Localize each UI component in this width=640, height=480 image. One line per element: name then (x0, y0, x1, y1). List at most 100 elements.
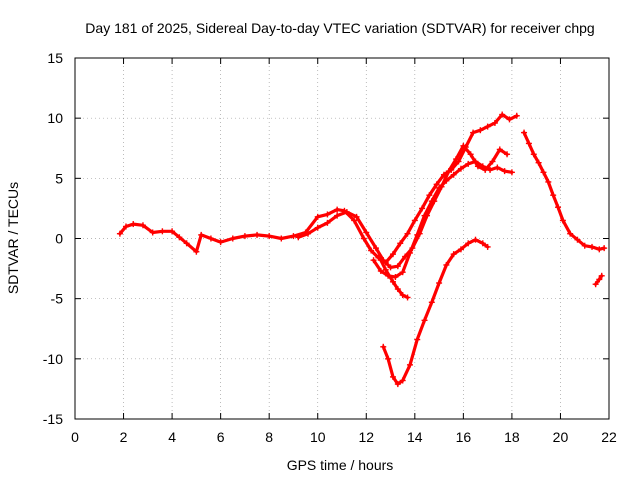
data-point (601, 245, 608, 252)
series-trace-7 (592, 272, 605, 288)
data-point (278, 235, 285, 242)
x-tick-label: 2 (120, 429, 128, 445)
data-point (596, 246, 603, 253)
data-point (436, 184, 443, 191)
data-point (406, 249, 413, 256)
data-point (404, 230, 411, 237)
data-point (305, 230, 312, 237)
data-point (169, 228, 176, 235)
grid-lines (75, 58, 609, 419)
series-trace-3 (370, 158, 515, 281)
data-point (414, 336, 421, 343)
data-point (457, 246, 464, 253)
data-point (525, 140, 532, 147)
x-tick-label: 20 (553, 429, 569, 445)
data-point (266, 233, 273, 240)
data-point (470, 129, 477, 136)
data-point (445, 168, 452, 175)
data-point (596, 276, 603, 283)
plot-frame (74, 57, 610, 420)
data-point (290, 233, 297, 240)
data-point (139, 222, 146, 229)
y-tick-label: 0 (55, 231, 63, 247)
data-point (484, 123, 491, 130)
data-point (360, 235, 367, 242)
data-point (465, 160, 472, 167)
data-point (540, 169, 547, 176)
series-line (381, 238, 490, 386)
x-tick-label: 16 (456, 429, 472, 445)
data-point (399, 292, 406, 299)
data-point (122, 223, 129, 230)
series-line (118, 112, 519, 265)
data-point (491, 119, 498, 126)
data-point (217, 239, 224, 246)
data-point (414, 231, 421, 238)
data-point (324, 211, 331, 218)
data-point (433, 181, 440, 188)
data-point (193, 248, 200, 255)
series-line (522, 131, 606, 251)
x-tick-label: 18 (504, 429, 520, 445)
data-point (399, 377, 406, 384)
data-point (394, 381, 401, 388)
data-point (334, 212, 341, 219)
x-tick-label: 22 (601, 429, 617, 445)
data-point (404, 294, 411, 301)
series-trace-1 (116, 111, 520, 266)
data-point (506, 116, 513, 123)
x-tick-label: 14 (407, 429, 423, 445)
y-tick-label: 10 (47, 110, 63, 126)
x-tick-label: 6 (217, 429, 225, 445)
y-tick-label: -5 (51, 291, 64, 307)
data-point (504, 151, 511, 158)
series-trace-6 (521, 129, 608, 253)
y-tick-label: -15 (43, 411, 63, 427)
x-axis-label: GPS time / hours (287, 457, 394, 473)
data-point (421, 212, 428, 219)
data-point (387, 264, 394, 271)
data-point (353, 213, 360, 220)
data-point (479, 163, 486, 170)
data-point (592, 281, 599, 288)
data-point (392, 274, 399, 281)
data-series (116, 111, 608, 388)
data-point (489, 158, 496, 165)
data-point (394, 263, 401, 270)
data-point (421, 317, 428, 324)
data-point (363, 229, 370, 236)
data-point (176, 234, 183, 241)
data-point (589, 243, 596, 250)
data-point (559, 217, 566, 224)
data-point (457, 165, 464, 172)
data-point (241, 233, 248, 240)
data-point (406, 361, 413, 368)
data-point (314, 224, 321, 231)
series-trace-5 (380, 236, 491, 388)
data-point (467, 151, 474, 158)
data-point (550, 192, 557, 199)
data-point (389, 278, 396, 285)
data-point (453, 156, 460, 163)
data-point (436, 280, 443, 287)
data-point (314, 213, 321, 220)
data-point (472, 158, 479, 165)
data-point (116, 230, 123, 237)
y-tick-label: 5 (55, 170, 63, 186)
data-point (574, 236, 581, 243)
data-point (295, 234, 302, 241)
data-point (496, 146, 503, 153)
data-point (385, 355, 392, 362)
x-tick-label: 8 (265, 429, 273, 445)
data-point (382, 266, 389, 273)
y-tick-label: -10 (43, 351, 63, 367)
chart-title: Day 181 of 2025, Sidereal Day-to-day VTE… (85, 20, 594, 36)
data-point (159, 228, 166, 235)
data-point (450, 171, 457, 178)
data-point (499, 111, 506, 118)
data-point (183, 240, 190, 247)
data-point (130, 221, 137, 228)
data-point (376, 254, 383, 261)
data-point (399, 269, 406, 276)
